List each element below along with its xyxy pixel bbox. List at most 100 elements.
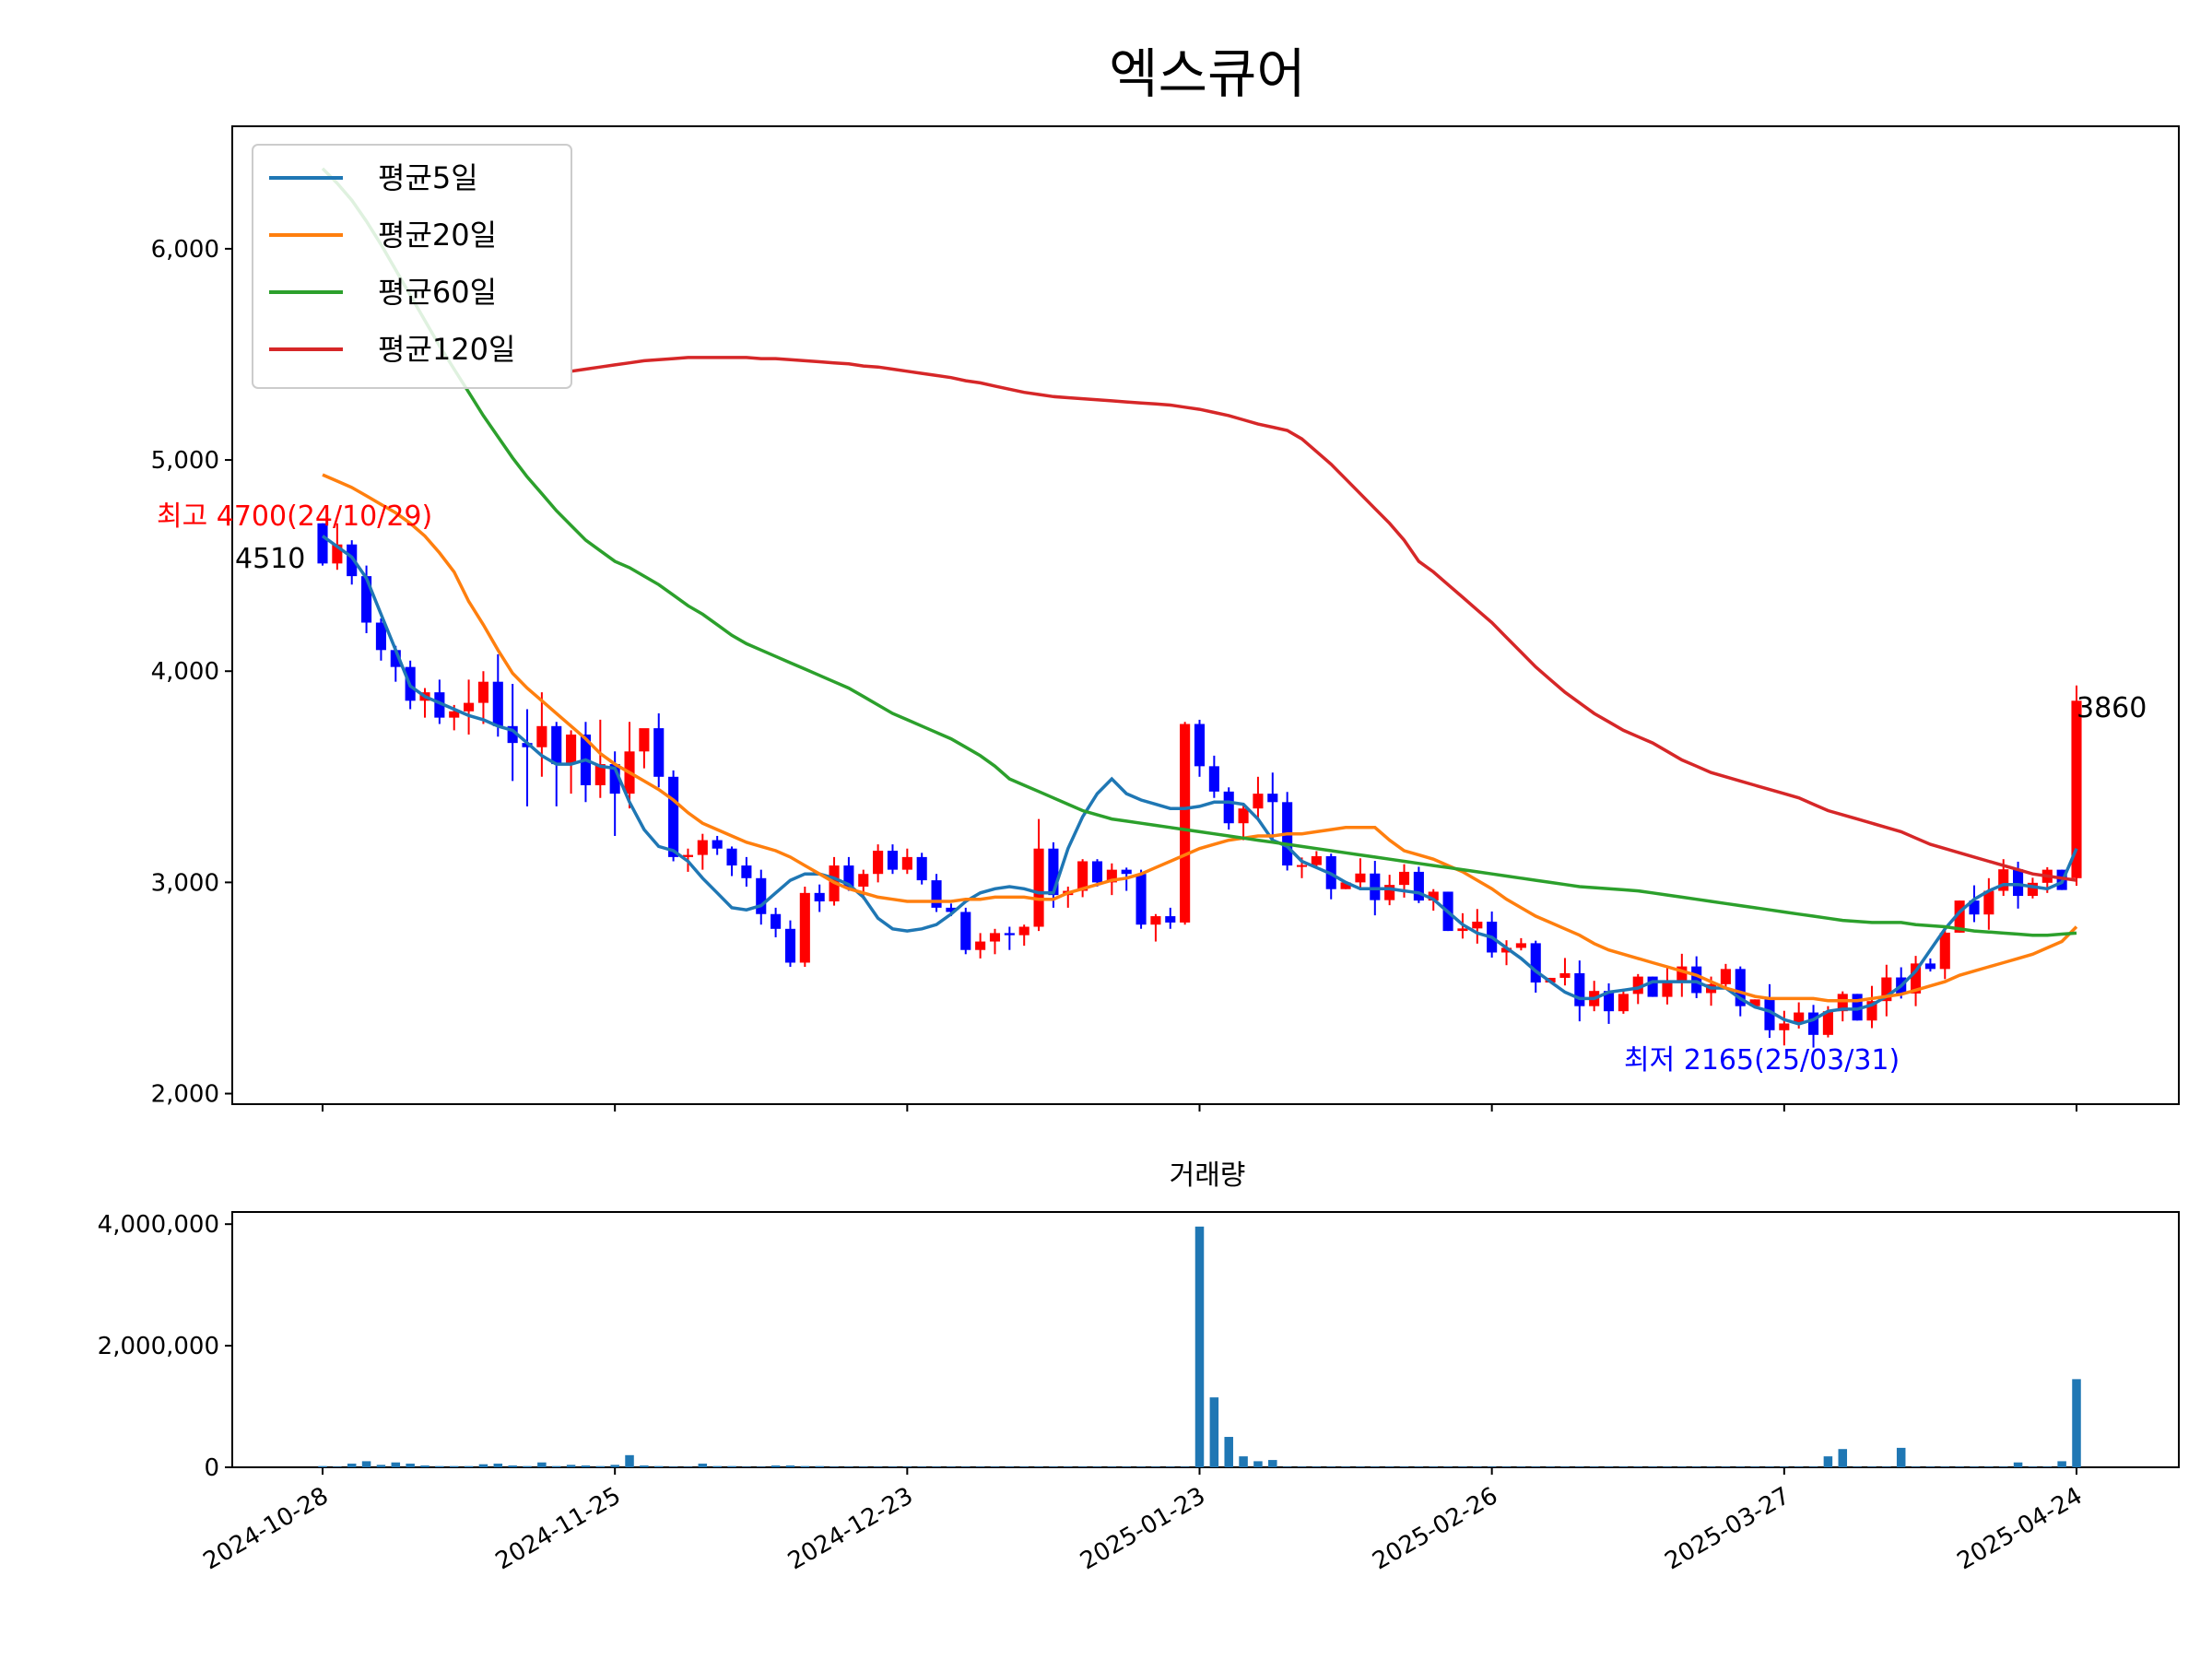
volume-bar [493, 1464, 503, 1467]
volume-bar [1531, 1466, 1540, 1467]
volume-title: 거래량 [1170, 1159, 1246, 1192]
volume-bar [975, 1466, 985, 1467]
volume-bar [2042, 1466, 2053, 1467]
volume-bar [1077, 1466, 1088, 1467]
volume-bar [1633, 1466, 1643, 1467]
volume-bar [1750, 1466, 1759, 1467]
candle-body [1939, 932, 1950, 970]
volume-bars [318, 1226, 2081, 1467]
volume-bar [449, 1465, 459, 1467]
candle-body [1866, 1001, 1877, 1021]
volume-bar [830, 1466, 839, 1467]
candle-body [594, 764, 606, 785]
candle-body [697, 840, 708, 855]
volume-bar [1691, 1466, 1701, 1467]
candle-body [1398, 871, 1410, 886]
volume-bar [844, 1466, 853, 1467]
candle-body [756, 877, 767, 914]
volume-bar [756, 1466, 766, 1467]
volume-bar [1239, 1456, 1248, 1467]
volume-bar [1371, 1466, 1380, 1467]
volume-bar [1034, 1466, 1043, 1467]
volume-bar [1501, 1466, 1512, 1467]
volume-bar [902, 1466, 912, 1467]
candle-body [566, 734, 577, 765]
legend-box [252, 144, 572, 389]
volume-bar [1253, 1461, 1263, 1467]
volume-bar [361, 1461, 371, 1467]
candle-body [1779, 1023, 1790, 1030]
volume-bar [1312, 1466, 1322, 1467]
candle-body [1253, 794, 1264, 809]
low-annotation: 최저 2165(25/03/31) [1624, 1044, 1900, 1077]
candle-body [901, 856, 912, 870]
candle-body [771, 913, 782, 929]
volume-bar [318, 1465, 327, 1467]
candle-body [1370, 873, 1381, 900]
volume-bar [1998, 1466, 2008, 1467]
volume-bar [1019, 1466, 1029, 1467]
volume-bar [1473, 1466, 1482, 1467]
candle-body [1500, 947, 1512, 953]
moving-average-lines [321, 167, 2078, 1026]
candle-body [434, 692, 445, 718]
volume-bar [1765, 1466, 1774, 1467]
candle-body [784, 928, 796, 963]
price-ytick-label: 4,000 [151, 658, 219, 686]
volume-bar [640, 1465, 649, 1467]
volume-y-axis: 0 2,000,000 4,000,000 [98, 1211, 232, 1482]
volume-bar [1341, 1466, 1350, 1467]
volume-bar [1896, 1447, 1906, 1467]
volume-bar [1823, 1456, 1833, 1467]
candle-body [1954, 900, 1965, 933]
volume-bar [947, 1466, 956, 1467]
volume-plot-frame [231, 1211, 2180, 1468]
candle-body [682, 854, 694, 857]
ma5-line [321, 535, 2078, 1026]
volume-bar [1384, 1466, 1394, 1467]
volume-bar [376, 1465, 386, 1467]
volume-bar [2028, 1466, 2038, 1467]
candle-body [1852, 994, 1863, 1021]
price-ytick-label: 3,000 [151, 869, 219, 897]
volume-bar [1487, 1466, 1497, 1467]
volume-bar [1648, 1466, 1657, 1467]
price-y-axis: 2,000 3,000 4,000 5,000 6,000 [151, 236, 232, 1109]
volume-bar [1224, 1437, 1233, 1467]
volume-bar [1268, 1460, 1277, 1467]
volume-bar [435, 1465, 444, 1467]
candle-body [1457, 928, 1468, 932]
candle-body [1911, 963, 1922, 994]
volume-bar [595, 1465, 606, 1467]
candle-body [1807, 1012, 1819, 1035]
volume-bar [464, 1465, 474, 1467]
volume-bar [1546, 1466, 1555, 1467]
volume-bar [1575, 1466, 1584, 1467]
candle-body [551, 725, 562, 765]
candle-body [712, 840, 723, 849]
candle-body [1267, 794, 1278, 803]
volume-bar [625, 1454, 634, 1467]
volume-bar [1516, 1466, 1526, 1467]
x-date-label: 2025-02-26 [1368, 1482, 1502, 1576]
volume-bar [1780, 1466, 1789, 1467]
candle-body [799, 892, 810, 963]
candle-body [814, 892, 825, 902]
volume-bar [333, 1466, 342, 1467]
volume-bar [961, 1466, 971, 1467]
volume-bar [698, 1464, 708, 1467]
candle-body [1764, 999, 1775, 1030]
candle-body [887, 851, 899, 870]
price-x-ticks [322, 1104, 2077, 1112]
candle-body [1048, 848, 1059, 896]
x-date-label: 2025-04-24 [1953, 1482, 2088, 1576]
candle-body [1881, 977, 1892, 1002]
candle-body [1515, 943, 1526, 948]
volume-bar [771, 1465, 781, 1467]
volume-bar [800, 1465, 810, 1467]
volume-bar [523, 1465, 532, 1467]
candle-body [960, 912, 971, 950]
price-annotations: 최고 4700(24/10/29) 4510 최저 2165(25/03/31) 38… [157, 500, 2147, 1077]
